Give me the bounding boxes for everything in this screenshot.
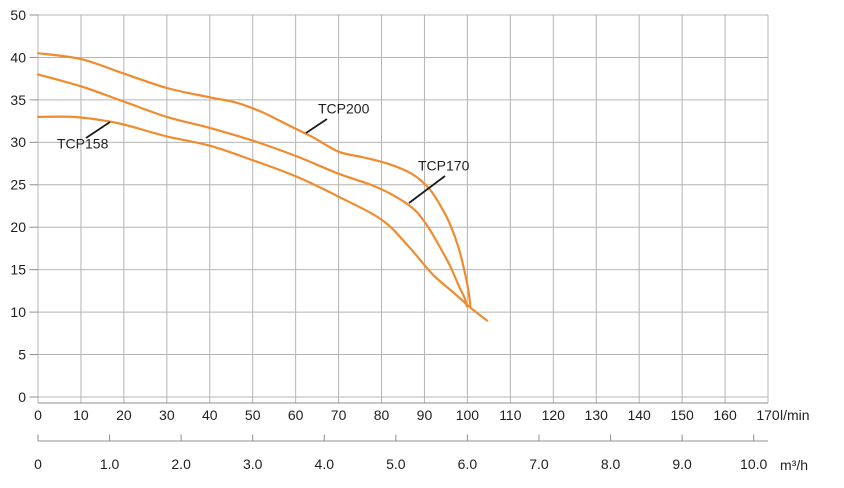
leader-line-TCP200 (305, 118, 328, 134)
x-tick-label: 160 (713, 407, 737, 423)
x-tick-label: 10 (73, 407, 89, 423)
y-tick-label: 35 (10, 92, 26, 108)
secondary-tick-label: 10.0 (740, 456, 767, 472)
x-tick-label: 90 (417, 407, 433, 423)
secondary-tick-label: 5.0 (386, 456, 406, 472)
secondary-tick-label: 0 (34, 456, 42, 472)
x-tick-label: 70 (331, 407, 347, 423)
y-tick-label: 30 (10, 134, 26, 150)
x-tick-label: 40 (202, 407, 218, 423)
x-tick-label: 0 (34, 407, 42, 423)
y-tick-label: 25 (10, 177, 26, 193)
primary-axis-unit-label: l/min (780, 407, 810, 423)
x-tick-label: 130 (585, 407, 609, 423)
secondary-tick-label: 3.0 (243, 456, 263, 472)
secondary-tick-label: 7.0 (529, 456, 549, 472)
leader-line-TCP158 (85, 121, 111, 139)
leader-line-TCP170 (408, 175, 446, 204)
y-tick-label: 0 (18, 389, 26, 405)
secondary-axis-unit-label: m³/h (780, 457, 808, 473)
series-label-TCP200: TCP200 (318, 100, 370, 116)
x-tick-label: 170 (756, 407, 780, 423)
secondary-tick-label: 6.0 (458, 456, 478, 472)
y-tick-label: 20 (10, 219, 26, 235)
y-tick-label: 40 (10, 49, 26, 65)
x-tick-label: 140 (627, 407, 651, 423)
curve-TCP170 (36, 73, 468, 308)
curve-TCP158 (36, 115, 489, 322)
y-tick-label: 5 (18, 346, 26, 362)
x-tick-label: 150 (670, 407, 694, 423)
x-tick-label: 120 (542, 407, 566, 423)
x-tick-label: 60 (288, 407, 304, 423)
x-tick-label: 30 (159, 407, 175, 423)
x-tick-label: 100 (456, 407, 480, 423)
secondary-tick-label: 1.0 (100, 456, 120, 472)
secondary-tick-label: 2.0 (171, 456, 191, 472)
series-label-TCP158: TCP158 (57, 135, 109, 151)
x-tick-label: 80 (374, 407, 390, 423)
curve-TCP200 (36, 52, 472, 309)
x-tick-label: 20 (116, 407, 132, 423)
secondary-tick-label: 9.0 (672, 456, 692, 472)
secondary-tick-label: 8.0 (601, 456, 621, 472)
x-tick-label: 50 (245, 407, 261, 423)
series-label-TCP170: TCP170 (418, 157, 470, 173)
x-tick-label: 110 (499, 407, 522, 423)
y-tick-label: 10 (10, 304, 26, 320)
secondary-tick-label: 4.0 (315, 456, 335, 472)
y-tick-label: 50 (10, 7, 26, 23)
y-tick-label: 15 (10, 262, 26, 278)
